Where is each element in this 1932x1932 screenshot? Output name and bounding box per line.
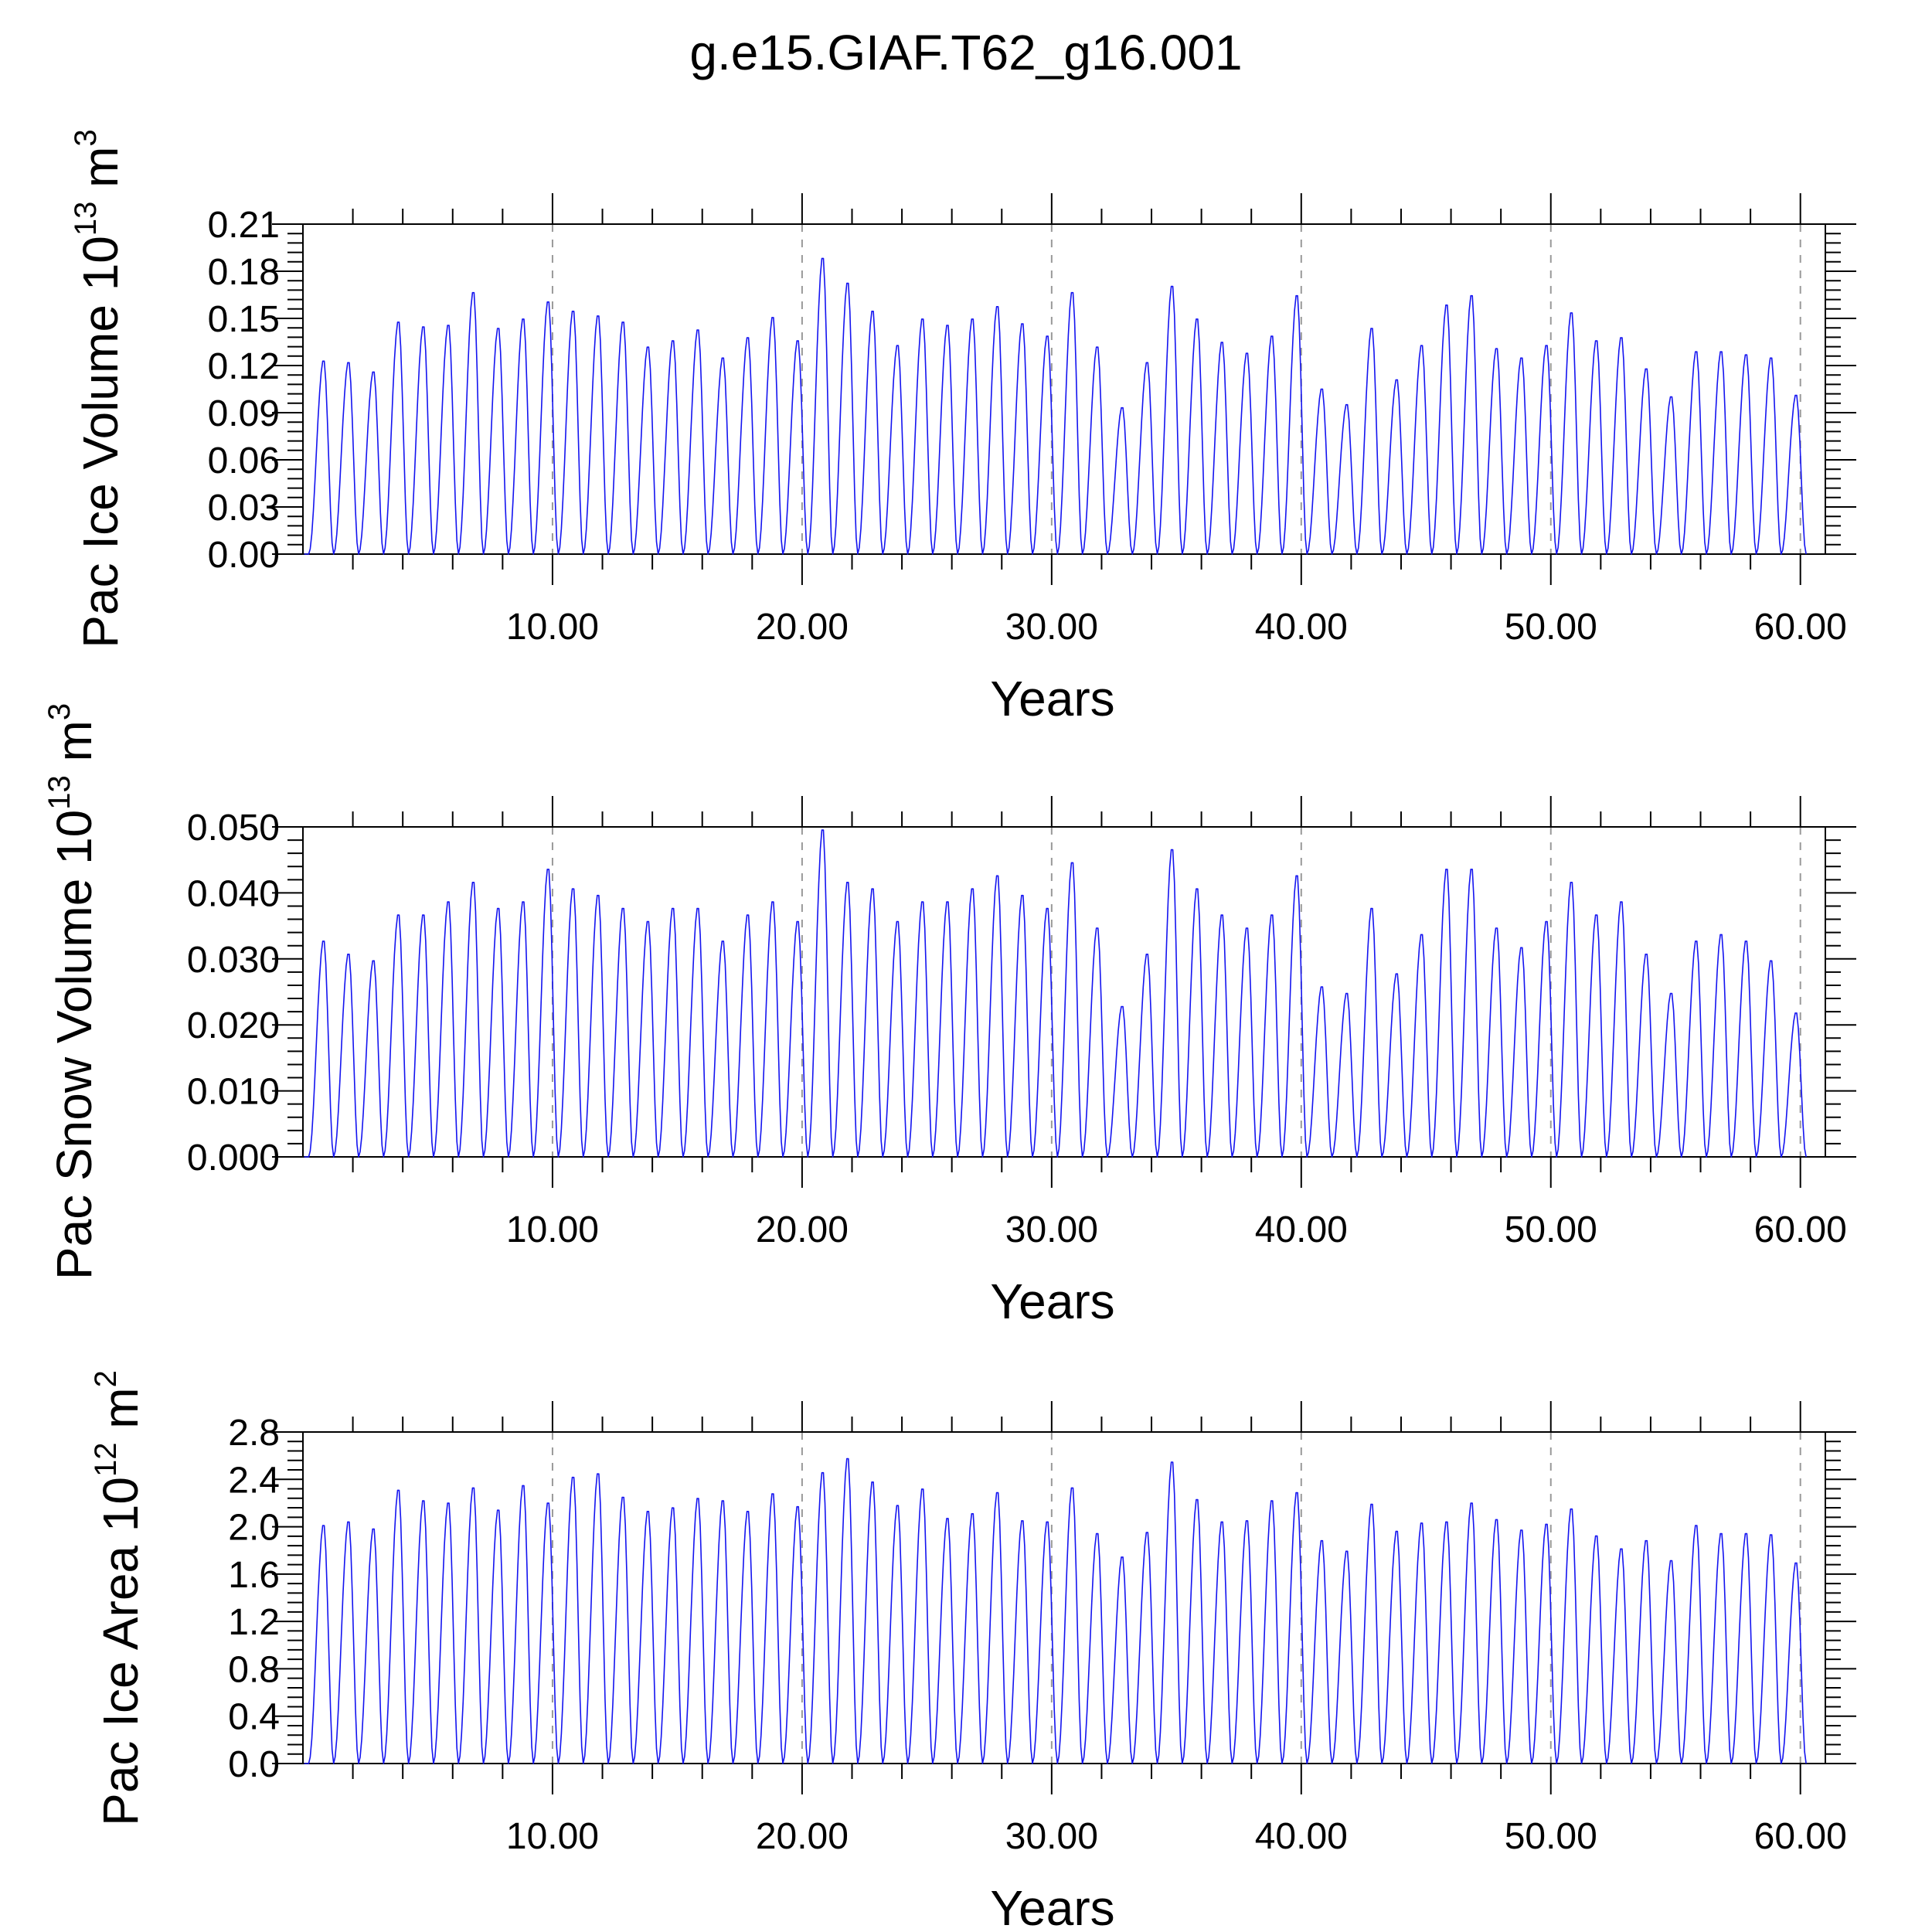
y-axis-label-unit-exponent: 3 bbox=[43, 703, 77, 720]
x-tick-label: 30.00 bbox=[1005, 1209, 1098, 1250]
panel-1: 10.00 20.00 30.00 40.00 50.00 60.00 Years 0.00 0… bbox=[69, 129, 1856, 726]
y-tick-label: 0.12 bbox=[208, 346, 280, 387]
y-tick-label: 0.00 bbox=[208, 535, 280, 576]
y-tick-label: 0.4 bbox=[228, 1697, 280, 1738]
x-tick-label: 40.00 bbox=[1255, 607, 1348, 648]
y-tick-label: 2.8 bbox=[228, 1413, 280, 1454]
y-tick-label: 0.09 bbox=[208, 393, 280, 434]
y-tick-label: 0.21 bbox=[208, 205, 280, 246]
y-tick-label: 0.03 bbox=[208, 488, 280, 529]
y-tick-label: 0.040 bbox=[187, 873, 280, 914]
y-axis-label-exponent: 13 bbox=[43, 775, 77, 810]
x-axis-label: Years bbox=[990, 671, 1114, 726]
plot-frame bbox=[302, 826, 1826, 1158]
y-tick-label: 2.4 bbox=[228, 1460, 280, 1501]
x-tick-label: 50.00 bbox=[1505, 607, 1597, 648]
x-tick-label: 20.00 bbox=[756, 1209, 849, 1250]
x-tick-label: 30.00 bbox=[1005, 607, 1098, 648]
y-axis-label-unit: m bbox=[73, 147, 128, 202]
x-tick-label: 50.00 bbox=[1505, 1209, 1597, 1250]
x-tick-label: 20.00 bbox=[756, 1816, 849, 1857]
panel-3: 10.00 20.00 30.00 40.00 50.00 60.00 Years 0.0 0.… bbox=[89, 1370, 1856, 1932]
y-axis-label: Pac Ice Volume 1013 m3 bbox=[69, 129, 128, 648]
x-axis-label: Years bbox=[990, 1880, 1114, 1932]
x-tick-label: 50.00 bbox=[1505, 1816, 1597, 1857]
y-tick-label: 2.0 bbox=[228, 1508, 280, 1549]
x-tick-label: 60.00 bbox=[1754, 607, 1847, 648]
y-tick-label: 0.06 bbox=[208, 440, 280, 481]
y-tick-label: 0.050 bbox=[187, 808, 280, 849]
series-line bbox=[304, 257, 1807, 555]
y-tick-label: 0.010 bbox=[187, 1072, 280, 1113]
x-tick-label: 40.00 bbox=[1255, 1209, 1348, 1250]
y-axis-label: Pac Snow Volume 1013 m3 bbox=[43, 703, 102, 1280]
x-tick-label: 60.00 bbox=[1754, 1816, 1847, 1857]
y-axis-label: Pac Ice Area 1012 m2 bbox=[89, 1370, 148, 1826]
y-axis-label-unit-exponent: 3 bbox=[69, 129, 103, 146]
y-tick-label: 0.15 bbox=[208, 299, 280, 340]
x-axis-label: Years bbox=[990, 1274, 1114, 1329]
plot-frame bbox=[302, 1431, 1826, 1764]
x-tick-label: 20.00 bbox=[756, 607, 849, 648]
y-axis-label-unit: m bbox=[93, 1387, 148, 1442]
y-tick-label: 0.030 bbox=[187, 940, 280, 981]
y-tick-label: 0.8 bbox=[228, 1649, 280, 1690]
x-tick-label: 10.00 bbox=[506, 1816, 599, 1857]
y-axis-label-unit: m bbox=[46, 720, 102, 775]
y-axis-label-unit-exponent: 2 bbox=[89, 1370, 123, 1387]
y-tick-label: 0.0 bbox=[228, 1744, 280, 1785]
chart-title: g.e15.GIAF.T62_g16.001 bbox=[689, 25, 1242, 80]
x-tick-label: 10.00 bbox=[506, 1209, 599, 1250]
y-axis-label-text: Pac Snow Volume 10 bbox=[46, 810, 102, 1280]
y-tick-label: 0.000 bbox=[187, 1138, 280, 1179]
series-line bbox=[304, 829, 1807, 1158]
x-tick-label: 40.00 bbox=[1255, 1816, 1348, 1857]
panel-2: 10.00 20.00 30.00 40.00 50.00 60.00 Years 0.000… bbox=[43, 703, 1856, 1329]
y-axis-label-exponent: 12 bbox=[89, 1443, 123, 1478]
y-tick-label: 1.2 bbox=[228, 1602, 280, 1643]
x-tick-label: 60.00 bbox=[1754, 1209, 1847, 1250]
x-tick-label: 30.00 bbox=[1005, 1816, 1098, 1857]
x-tick-label: 10.00 bbox=[506, 607, 599, 648]
series-line bbox=[304, 1458, 1807, 1764]
y-tick-label: 1.6 bbox=[228, 1555, 280, 1596]
y-axis-label-exponent: 13 bbox=[69, 202, 103, 236]
y-tick-label: 0.18 bbox=[208, 252, 280, 293]
y-axis-label-text: Pac Ice Area 10 bbox=[93, 1477, 148, 1826]
y-tick-label: 0.020 bbox=[187, 1005, 280, 1046]
plot-frame bbox=[302, 223, 1826, 555]
y-axis-label-text: Pac Ice Volume 10 bbox=[73, 236, 128, 648]
